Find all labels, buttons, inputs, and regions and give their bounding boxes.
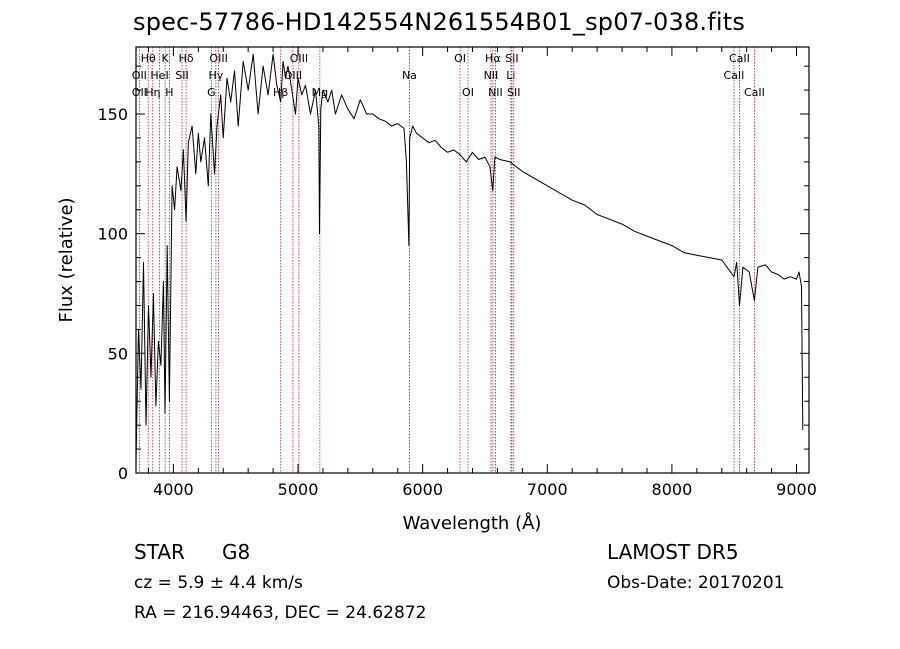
spectral-line-label: OIII xyxy=(290,52,308,65)
spectral-line-label: CaII xyxy=(729,52,750,65)
spectral-line-label: Hη xyxy=(145,86,160,99)
spectral-line-label: NII xyxy=(488,86,503,99)
survey-name: LAMOST DR5 xyxy=(607,540,739,564)
spectral-line-label: SII xyxy=(175,69,188,82)
x-tick-label: 4000 xyxy=(153,480,194,499)
spectral-line-label: Na xyxy=(402,69,417,82)
spectral-line-label: G xyxy=(207,86,216,99)
x-tick-label: 5000 xyxy=(278,480,319,499)
spectral-line-label: Hδ xyxy=(179,52,194,65)
y-tick-label: 50 xyxy=(108,344,128,363)
object-subclass: G8 xyxy=(222,540,251,564)
axis-ticks: 4000 5000 6000 7000 8000 9000 0 50 100 150 xyxy=(97,47,817,499)
observation-date: Obs-Date: 20170201 xyxy=(607,573,785,593)
spectral-line-label: NII xyxy=(484,69,499,82)
y-axis-label: Flux (relative) xyxy=(56,197,77,322)
spectral-line-label: K xyxy=(162,52,170,65)
y-tick-label: 0 xyxy=(118,464,128,483)
y-tick-label: 100 xyxy=(97,225,128,244)
spectral-line-label: Hβ xyxy=(273,86,288,99)
spectral-line-label: OI xyxy=(454,52,466,65)
spectral-line-label: H xyxy=(165,86,173,99)
spectral-line-label: CaII xyxy=(724,69,745,82)
spectral-line-label: HeI xyxy=(150,69,168,82)
spectral-line-label: CaII xyxy=(744,86,765,99)
x-tick-label: 9000 xyxy=(776,480,817,499)
spectral-line-label: Li xyxy=(506,69,515,82)
spectral-line-label: OII xyxy=(132,69,147,82)
x-tick-label: 8000 xyxy=(652,480,693,499)
object-class: STAR xyxy=(134,540,185,564)
x-tick-label: 6000 xyxy=(402,480,443,499)
coordinates-readout: RA = 216.94463, DEC = 24.62872 xyxy=(134,603,427,623)
spectral-line-label: Hθ xyxy=(141,52,156,65)
spectral-line-label: SII xyxy=(507,86,520,99)
spectral-line-label: OI xyxy=(462,86,474,99)
x-axis-label: Wavelength (Å) xyxy=(403,512,542,534)
spectrum-series xyxy=(135,53,804,462)
spectral-line-label: SII xyxy=(505,52,518,65)
spectrum-line xyxy=(135,53,804,462)
chart-title: spec-57786-HD142554N261554B01_sp07-038.f… xyxy=(133,8,746,36)
spectral-line-label: OIII xyxy=(209,52,227,65)
spectral-line-label: Hγ xyxy=(208,69,223,82)
x-tick-label: 7000 xyxy=(527,480,568,499)
redshift-readout: cz = 5.9 ± 4.4 km/s xyxy=(134,573,303,593)
spectral-line-label: Hα xyxy=(485,52,501,65)
y-tick-label: 150 xyxy=(97,105,128,124)
